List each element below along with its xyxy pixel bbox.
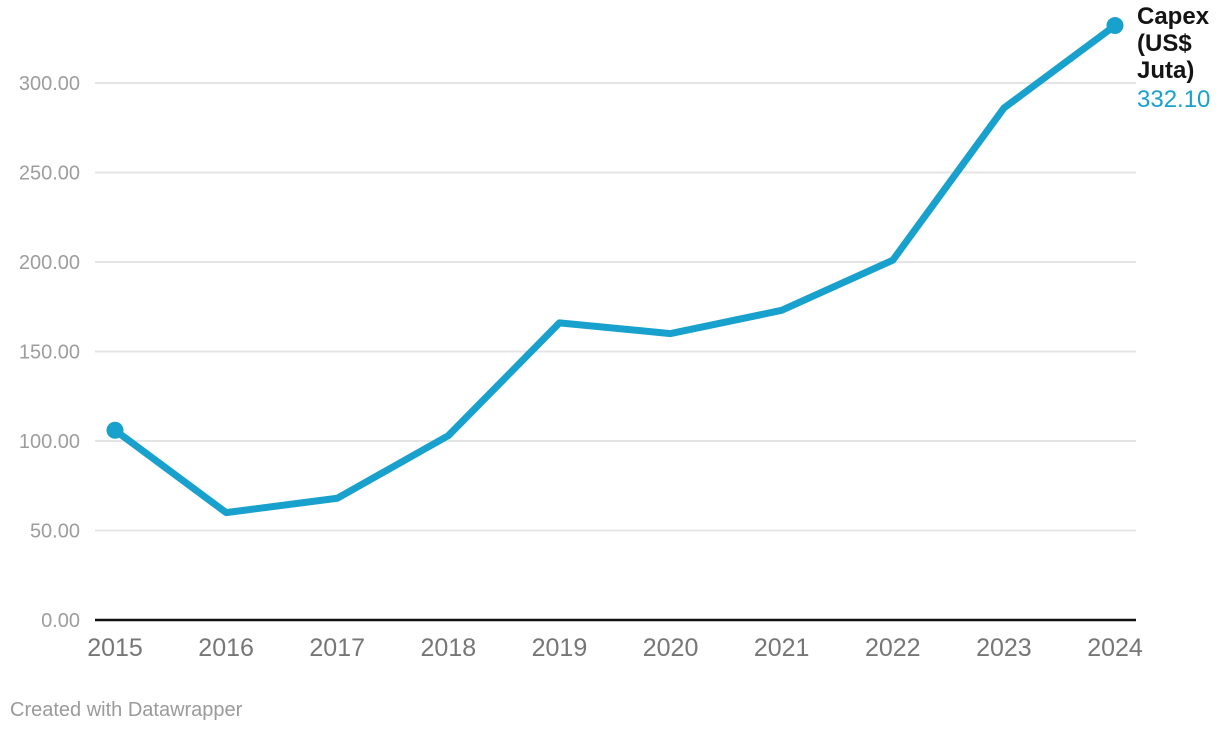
series-last-value: 332.10 [1137,86,1211,113]
x-tick-label: 2022 [865,634,921,662]
attribution: Created with Datawrapper [10,699,243,721]
x-tick-label: 2024 [1087,634,1143,662]
y-tick-label: 50.00 [30,521,80,543]
x-tick-label: 2017 [309,634,365,662]
y-tick-label: 0.00 [41,610,80,632]
data-point-dot [106,421,124,439]
x-tick-label: 2023 [976,634,1032,662]
capex-line [111,22,1119,517]
x-tick-label: 2016 [198,634,254,662]
y-tick-label: 300.00 [19,73,80,95]
y-tick-label: 100.00 [19,431,80,453]
x-tick-label: 2020 [643,634,699,662]
y-tick-label: 200.00 [19,252,80,274]
x-tick-label: 2021 [754,634,810,662]
line-chart: 0.00 50.00 100.00 150.00 200.00 250.00 300.00 2… [19,17,1143,662]
x-tick-label: 2015 [87,634,143,662]
series-label-block: Capex (US$ Juta) 332.10 [1137,3,1220,113]
data-point-dot [1106,17,1124,35]
y-tick-label: 150.00 [19,342,80,364]
x-tick-label: 2018 [421,634,477,662]
y-tick-label: 250.00 [19,163,80,185]
x-tick-label: 2019 [532,634,588,662]
series-name: Capex (US$ Juta) [1137,3,1210,84]
